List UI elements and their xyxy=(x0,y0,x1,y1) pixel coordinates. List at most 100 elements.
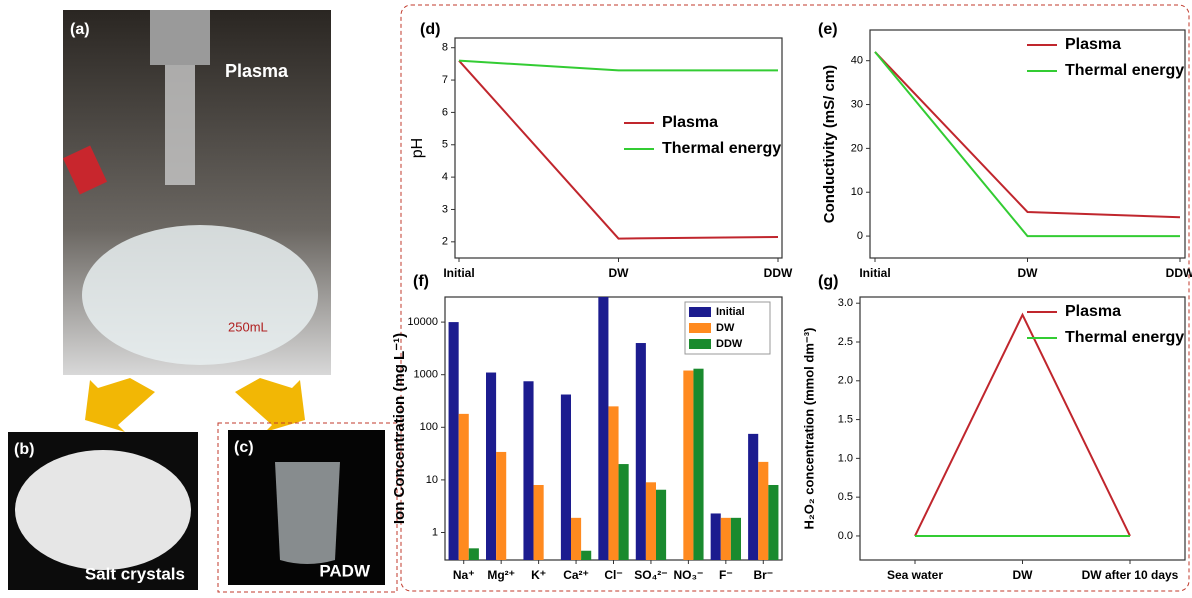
photo-caption: PADW xyxy=(319,561,371,580)
y-tick-label: 1.5 xyxy=(838,413,853,425)
y-tick-label: 1000 xyxy=(414,369,438,381)
bar xyxy=(486,372,497,560)
bar xyxy=(720,517,731,560)
bar xyxy=(683,370,694,560)
y-tick-label: 20 xyxy=(851,142,863,154)
x-tick-label: DW xyxy=(1013,568,1034,582)
bar xyxy=(730,517,741,560)
y-tick-label: 10 xyxy=(426,474,438,486)
panel-label: (e) xyxy=(818,21,838,38)
x-tick-label: DDW xyxy=(1166,266,1192,280)
panel-label: (g) xyxy=(818,273,838,290)
legend-label: Thermal energy xyxy=(1065,62,1184,79)
flask-marking: 250mL xyxy=(228,319,268,334)
x-tick-label: DW xyxy=(1018,266,1039,280)
x-tick-label: Initial xyxy=(443,266,474,280)
line xyxy=(458,59,778,72)
stopper xyxy=(62,145,108,195)
legend-label: Plasma xyxy=(1065,36,1121,53)
y-tick-label: 5 xyxy=(442,139,448,151)
bar xyxy=(645,482,656,560)
legend-label: Plasma xyxy=(1065,303,1121,320)
x-tick-label: Initial xyxy=(859,266,890,280)
x-tick-label: DW after 10 days xyxy=(1082,568,1179,582)
line xyxy=(874,51,1180,238)
y-tick-label: 6 xyxy=(442,106,448,118)
y-tick-label: 30 xyxy=(851,98,863,110)
legend-label: Initial xyxy=(716,306,745,318)
beaker xyxy=(275,462,340,564)
dashed-border xyxy=(400,4,1190,592)
line xyxy=(458,59,779,240)
bar xyxy=(533,484,544,560)
x-tick-label: F⁻ xyxy=(719,568,733,582)
y-axis-title: pH xyxy=(409,138,426,158)
line xyxy=(874,51,1181,219)
bar xyxy=(655,489,667,560)
y-tick-label: 0.0 xyxy=(838,530,853,542)
x-tick-label: Na⁺ xyxy=(453,568,475,582)
bar xyxy=(693,368,704,560)
y-axis-title: Ion Concentration (mg L⁻¹) xyxy=(391,333,408,524)
y-tick-label: 100 xyxy=(420,421,438,433)
bar xyxy=(496,451,507,560)
bar xyxy=(448,322,459,560)
panel-label: (f) xyxy=(413,273,429,290)
bar xyxy=(618,464,629,560)
legend-label: DDW xyxy=(716,338,743,350)
bar xyxy=(758,461,769,560)
bar xyxy=(581,550,592,560)
bar xyxy=(598,297,609,560)
bar xyxy=(523,381,534,560)
bar xyxy=(748,433,759,560)
legend-label: Thermal energy xyxy=(662,140,781,157)
y-tick-label: 7 xyxy=(442,74,448,86)
y-tick-label: 40 xyxy=(851,55,863,67)
photo-caption: Salt crystals xyxy=(85,564,185,583)
y-tick-label: 0.5 xyxy=(838,491,853,503)
photo-label: (b) xyxy=(14,441,34,458)
bar xyxy=(458,413,469,560)
bar xyxy=(635,343,646,560)
legend-swatch xyxy=(689,307,711,317)
x-tick-label: DDW xyxy=(764,266,793,280)
y-tick-label: 2 xyxy=(442,236,448,248)
y-tick-label: 1 xyxy=(432,526,438,538)
y-tick-label: 10 xyxy=(851,186,863,198)
x-tick-label: Br⁻ xyxy=(753,568,773,582)
bar xyxy=(710,513,721,560)
x-tick-label: DW xyxy=(609,266,630,280)
salt xyxy=(15,450,191,570)
legend-label: Thermal energy xyxy=(1065,329,1184,346)
photo-caption: Plasma xyxy=(225,61,289,81)
x-tick-label: NO₃⁻ xyxy=(673,568,703,582)
y-tick-label: 3.0 xyxy=(838,297,853,309)
x-tick-label: SO₄²⁻ xyxy=(634,568,667,582)
bar xyxy=(468,548,479,560)
x-tick-label: Mg²⁺ xyxy=(487,568,515,582)
photo-label: (c) xyxy=(234,439,254,456)
flask xyxy=(82,225,318,365)
y-tick-label: 2.0 xyxy=(838,375,853,387)
electrode xyxy=(150,10,210,65)
x-tick-label: K⁺ xyxy=(531,568,546,582)
legend-swatch xyxy=(689,339,711,349)
bar xyxy=(608,406,619,560)
y-tick-label: 8 xyxy=(442,42,448,54)
y-tick-label: 0 xyxy=(857,230,863,242)
x-tick-label: Ca²⁺ xyxy=(563,568,589,582)
y-tick-label: 1.0 xyxy=(838,452,853,464)
y-tick-label: 2.5 xyxy=(838,336,853,348)
y-axis-title: H₂O₂ concentration (mmol dm⁻³) xyxy=(801,328,816,530)
panel-label: (d) xyxy=(420,21,440,38)
x-tick-label: Sea water xyxy=(887,568,943,582)
legend-label: DW xyxy=(716,322,735,334)
photo-label: (a) xyxy=(70,21,90,38)
y-axis-title: Conductivity (mS/ cm) xyxy=(821,65,838,223)
bar xyxy=(560,394,572,560)
legend-label: Plasma xyxy=(662,114,718,131)
line xyxy=(914,312,1131,537)
legend-swatch xyxy=(689,323,711,333)
y-tick-label: 4 xyxy=(442,171,448,183)
